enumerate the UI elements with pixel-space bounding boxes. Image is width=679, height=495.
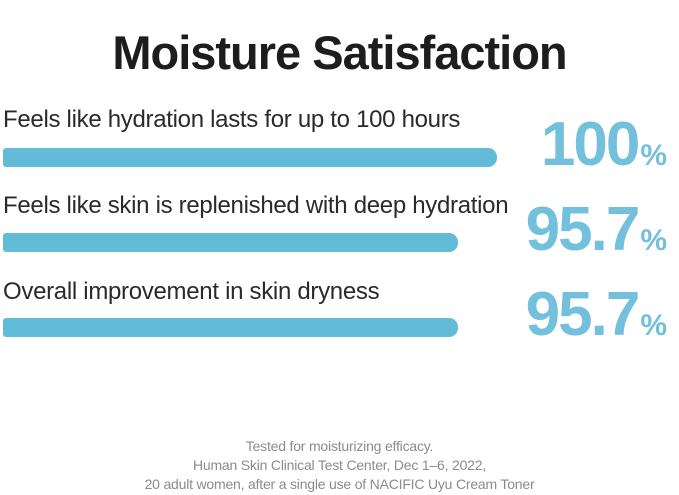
value-label-hydration-lasts: 100% xyxy=(541,114,667,185)
bar-label-skin-dryness: Overall improvement in skin dryness xyxy=(3,278,380,305)
percent-sign: % xyxy=(640,224,667,257)
value-number: 95.7 xyxy=(525,195,641,264)
chart-title: Moisture Satisfaction xyxy=(112,26,567,80)
percent-sign: % xyxy=(640,309,667,342)
value-number: 100 xyxy=(540,110,640,179)
footer-line-1: Tested for moisturizing efficacy. xyxy=(245,438,434,454)
value-label-deep-hydration: 95.7% xyxy=(526,199,667,270)
footer-note: Tested for moisturizing efficacy. Human … xyxy=(0,437,679,494)
value-label-skin-dryness: 95.7% xyxy=(526,284,667,355)
footer-line-3: 20 adult women, after a single use of NA… xyxy=(144,476,535,492)
bar-skin-dryness xyxy=(3,318,458,337)
bar-label-hydration-lasts: Feels like hydration lasts for up to 100… xyxy=(3,106,461,133)
value-number: 95.7 xyxy=(525,280,641,349)
bar-deep-hydration xyxy=(3,233,458,252)
footer-line-2: Human Skin Clinical Test Center, Dec 1–6… xyxy=(192,457,487,473)
bar-label-deep-hydration: Feels like skin is replenished with deep… xyxy=(3,192,509,219)
bar-hydration-lasts xyxy=(3,148,497,167)
percent-sign: % xyxy=(640,139,667,172)
